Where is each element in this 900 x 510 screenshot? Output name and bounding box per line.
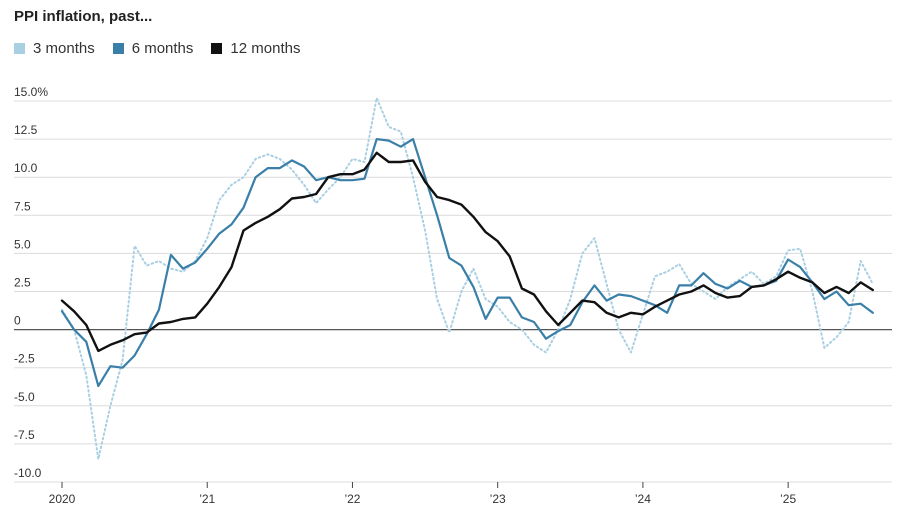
series-line-6-months — [60, 138, 874, 388]
legend-item-12-months: 12 months — [211, 40, 300, 57]
legend-label-6-months: 6 months — [131, 40, 194, 57]
y-tick-label: 5.0 — [14, 237, 31, 251]
y-tick-label: -10.0 — [14, 466, 42, 480]
y-tick-label: 0 — [14, 314, 21, 328]
y-gridlines — [14, 100, 892, 483]
x-tick-label: 2020 — [49, 492, 76, 506]
y-tick-label: 7.5 — [14, 199, 31, 213]
legend-swatch-12-months — [211, 43, 223, 54]
y-tick-label: 12.5 — [14, 123, 38, 137]
legend-item-6-months: 6 months — [112, 40, 194, 57]
y-tick-label: -2.5 — [14, 352, 35, 366]
legend-swatch-6-months — [112, 43, 124, 54]
x-tick-label: ’21 — [199, 492, 215, 506]
x-tick-label: ’25 — [780, 492, 796, 506]
y-tick-label: -5.0 — [14, 390, 35, 404]
x-tick-label: ’23 — [490, 492, 506, 506]
x-axis-ticks: 2020 ’21 ’22 ’23 ’24 ’25 — [49, 482, 796, 506]
y-axis-tick-labels: 15.0% 12.5 10.0 7.5 5.0 2.5 0 -2.5 -5.0 -7.5 -10.0 — [14, 85, 48, 480]
chart-legend: 3 months 6 months 12 months — [14, 40, 318, 57]
y-tick-label: 15.0% — [14, 85, 48, 99]
y-tick-label: 10.0 — [14, 161, 38, 175]
legend-label-3-months: 3 months — [33, 40, 95, 57]
y-tick-label: -7.5 — [14, 428, 35, 442]
series-line-12-months — [60, 151, 874, 353]
series-lines — [60, 97, 874, 461]
y-tick-label: 2.5 — [14, 276, 31, 290]
legend-swatch-3-months — [14, 43, 25, 54]
legend-item-3-months: 3 months — [14, 40, 95, 57]
x-tick-label: ’22 — [344, 492, 360, 506]
series-line-3-months — [61, 97, 874, 461]
x-tick-label: ’24 — [635, 492, 651, 506]
legend-label-12-months: 12 months — [230, 40, 301, 57]
chart-title: PPI inflation, past... — [14, 8, 153, 25]
